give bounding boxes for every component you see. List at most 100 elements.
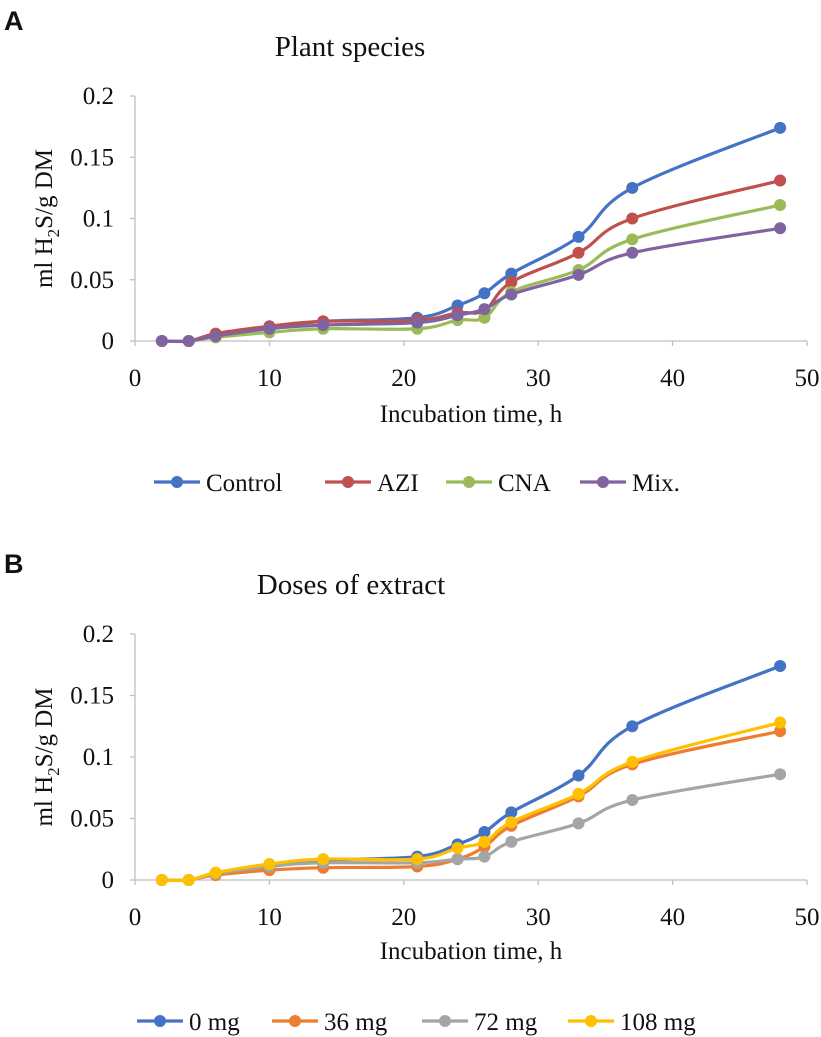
data-point [774, 174, 787, 187]
data-point [182, 335, 195, 347]
x-tick-label: 10 [257, 904, 282, 931]
y-axis-label-suffix: S/g DM [31, 149, 58, 229]
y-tick-label: 0.2 [83, 83, 114, 110]
x-tick-label: 40 [660, 904, 685, 931]
series-line-azi [160, 178, 782, 344]
x-tick-label: 0 [129, 365, 142, 392]
series-line-mix [160, 226, 782, 343]
data-point [572, 769, 585, 782]
x-axis-label: Incubation time, h [380, 938, 563, 965]
panel-letter: B [4, 549, 24, 579]
legend-label: Control [206, 470, 282, 497]
data-point [182, 874, 195, 886]
x-tick-label: 50 [795, 365, 820, 392]
panel-letter: A [4, 6, 24, 36]
legend: 0 mg 36 mg 72 mg 108 mg [137, 1009, 696, 1036]
series-line-cna [160, 203, 782, 343]
x-tick-label: 50 [795, 904, 820, 931]
series-108-mg [155, 716, 787, 886]
legend-item-108-mg: 108 mg [568, 1009, 696, 1036]
legend-label: 36 mg [324, 1009, 388, 1036]
y-tick-label: 0.15 [70, 144, 114, 171]
data-point [774, 725, 787, 738]
data-point [478, 826, 491, 839]
data-point [478, 311, 491, 324]
legend-item-36-mg: 36 mg [272, 1009, 388, 1036]
data-point [774, 768, 787, 781]
data-point [505, 835, 518, 848]
y-axis-label-prefix: ml H [31, 237, 58, 288]
x-tick-label: 30 [526, 365, 551, 392]
y-tick-label: 0 [102, 867, 115, 894]
data-point [478, 835, 491, 848]
data-point [155, 874, 168, 886]
data-point [209, 866, 222, 879]
series-36-mg [155, 725, 787, 886]
data-point [263, 858, 276, 871]
data-point [572, 268, 585, 281]
data-point [263, 322, 276, 335]
data-point [626, 233, 639, 246]
legend-marker [439, 1015, 451, 1027]
data-point [626, 181, 639, 194]
y-axis-label: ml H2S/g DM [31, 149, 63, 288]
data-point [774, 659, 787, 672]
legend-item-mix: Mix. [580, 470, 680, 497]
data-point [626, 246, 639, 259]
data-point [505, 816, 518, 829]
legend-marker [171, 476, 183, 488]
legend-marker [597, 476, 609, 488]
data-point [478, 303, 491, 316]
y-tick-label: 0.05 [70, 267, 114, 294]
legend-marker [154, 1015, 166, 1027]
legend: Control AZI CNA Mix. [154, 470, 680, 497]
series-line-control [160, 126, 782, 344]
data-point [572, 246, 585, 259]
x-tick-label: 20 [391, 904, 416, 931]
series-cna [155, 199, 787, 347]
data-point [572, 787, 585, 800]
legend-marker [289, 1015, 301, 1027]
data-point [505, 288, 518, 301]
chart-title: Plant species [275, 31, 426, 63]
series-0-mg [155, 659, 787, 886]
data-point [626, 794, 639, 807]
data-point [572, 230, 585, 243]
data-point [626, 720, 639, 733]
y-tick-label: 0.1 [83, 744, 114, 771]
y-axis-label-suffix: S/g DM [31, 687, 58, 767]
data-point [317, 853, 330, 866]
chart-title: Doses of extract [257, 569, 445, 601]
data-point [411, 853, 424, 866]
series-line-108-mg [160, 720, 782, 883]
chart-panel-a: A Plant species 0 0.05 0.1 0.15 0.2 0 10 20 30 40 50… [4, 6, 820, 497]
legend-item-azi: AZI [325, 470, 419, 497]
y-axis-label-subscript: 2 [44, 767, 63, 776]
x-tick-label: 0 [129, 904, 142, 931]
data-point [209, 330, 222, 343]
x-tick-label: 10 [257, 365, 282, 392]
data-point [478, 287, 491, 300]
data-point [774, 199, 787, 212]
data-point [451, 842, 464, 855]
legend-label: CNA [498, 470, 551, 497]
data-point [572, 817, 585, 830]
legend-label: 108 mg [620, 1009, 696, 1036]
legend-item-72-mg: 72 mg [422, 1009, 538, 1036]
legend-label: 0 mg [189, 1009, 240, 1036]
series-line-0-mg [160, 664, 782, 883]
y-tick-label: 0 [102, 328, 115, 355]
legend-marker [463, 476, 475, 488]
y-tick-label: 0.1 [83, 206, 114, 233]
data-point [411, 316, 424, 329]
x-tick-label: 30 [526, 904, 551, 931]
legend-marker [342, 476, 354, 488]
data-point [451, 309, 464, 322]
legend-label: Mix. [632, 470, 680, 497]
series-72-mg [155, 768, 787, 886]
y-tick-label: 0.05 [70, 806, 114, 833]
x-tick-label: 20 [391, 365, 416, 392]
legend-item-0-mg: 0 mg [137, 1009, 240, 1036]
data-point [774, 716, 787, 729]
